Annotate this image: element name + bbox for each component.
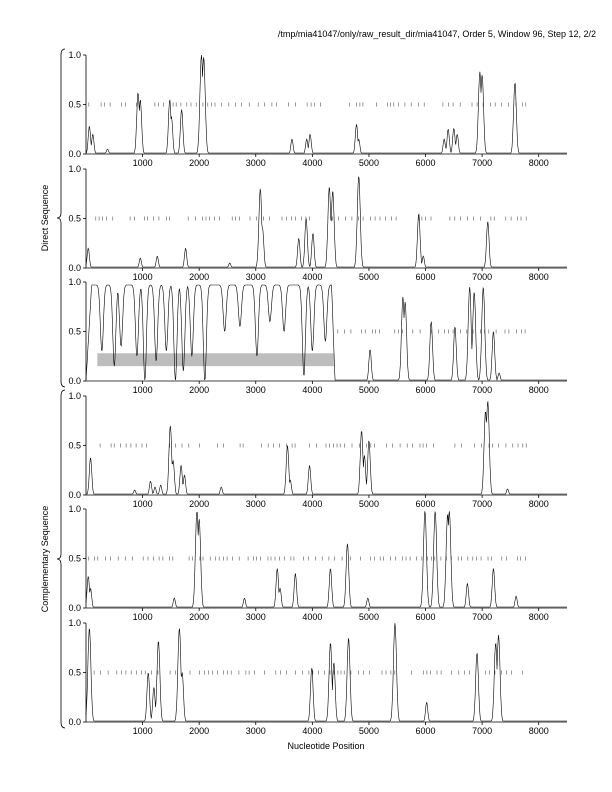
panel-5: 0.0 0.5 1.0 1000 2000 3000 4000 5000 6000 7000 800… (68, 504, 567, 622)
group-label: Direct Sequence (40, 185, 50, 252)
panel-1: 0.0 0.5 1.0 1000 2000 3000 4000 5000 6000 7000 800… (68, 50, 567, 168)
x-tick-label: 3000 (246, 385, 266, 395)
series-line (85, 284, 567, 381)
series-line (85, 54, 567, 154)
threshold-tick-row (93, 670, 523, 675)
y-tick-label: 0.5 (68, 668, 81, 678)
x-tick-label: 4000 (302, 499, 322, 509)
x-tick-label: 7000 (472, 272, 492, 282)
x-tick-label: 5000 (359, 158, 379, 168)
x-tick-label: 3000 (246, 499, 266, 509)
x-tick-label: 6000 (416, 385, 436, 395)
series-line (86, 401, 567, 495)
threshold-tick-row (99, 443, 527, 448)
x-tick-label: 6000 (416, 499, 436, 509)
y-tick-label: 0.0 (68, 603, 81, 613)
group-label: Complementary Sequence (40, 506, 50, 613)
x-tick-label: 7000 (472, 612, 492, 622)
x-tick-label: 6000 (416, 726, 436, 736)
x-tick-label: 3000 (246, 158, 266, 168)
x-tick-label: 8000 (529, 158, 549, 168)
y-tick-label: 0.5 (68, 214, 81, 224)
x-tick-label: 6000 (416, 158, 436, 168)
x-tick-label: 2000 (189, 499, 209, 509)
x-tick-label: 7000 (472, 499, 492, 509)
panel-4: 0.0 0.5 1.0 1000 2000 3000 4000 5000 6000 7000 800… (68, 391, 567, 509)
threshold-tick-row (88, 102, 527, 107)
y-tick-label: 1.0 (68, 618, 81, 628)
y-tick-label: 0.0 (68, 149, 81, 159)
x-tick-label: 1000 (133, 726, 153, 736)
y-tick-label: 1.0 (68, 164, 81, 174)
y-tick-label: 1.0 (68, 391, 81, 401)
y-tick-label: 1.0 (68, 277, 81, 287)
x-tick-label: 6000 (416, 612, 436, 622)
x-tick-label: 4000 (302, 158, 322, 168)
x-tick-label: 1000 (133, 272, 153, 282)
x-tick-label: 1000 (133, 499, 153, 509)
x-tick-label: 8000 (529, 272, 549, 282)
x-tick-label: 7000 (472, 726, 492, 736)
x-tick-label: 5000 (359, 726, 379, 736)
x-tick-label: 2000 (189, 272, 209, 282)
x-tick-label: 7000 (472, 158, 492, 168)
y-tick-label: 0.0 (68, 717, 81, 727)
x-tick-label: 5000 (359, 272, 379, 282)
x-tick-label: 1000 (133, 158, 153, 168)
series-line (85, 176, 567, 268)
x-tick-label: 5000 (359, 499, 379, 509)
threshold-tick-row (337, 329, 526, 334)
page-header: /tmp/mia41047/only/raw_result_dir/mia410… (278, 29, 596, 39)
x-tick-label: 5000 (359, 385, 379, 395)
highlight-band (97, 353, 334, 367)
x-tick-label: 3000 (246, 726, 266, 736)
x-tick-label: 5000 (359, 612, 379, 622)
group-bracket (56, 389, 66, 729)
y-tick-label: 0.5 (68, 554, 81, 564)
y-tick-label: 1.0 (68, 50, 81, 60)
x-tick-label: 1000 (133, 612, 153, 622)
y-tick-label: 0.0 (68, 376, 81, 386)
x-tick-label: 8000 (529, 385, 549, 395)
x-tick-label: 8000 (529, 612, 549, 622)
x-tick-label: 7000 (472, 385, 492, 395)
panels: 0.0 0.5 1.0 1000 2000 3000 4000 5000 6000 7000 800… (68, 50, 567, 736)
y-tick-label: 0.0 (68, 263, 81, 273)
x-tick-label: 8000 (529, 726, 549, 736)
y-tick-label: 0.5 (68, 441, 81, 451)
y-tick-label: 0.5 (68, 327, 81, 337)
y-tick-label: 0.5 (68, 100, 81, 110)
series-line (85, 511, 567, 608)
x-tick-label: 2000 (189, 612, 209, 622)
x-tick-label: 4000 (302, 385, 322, 395)
threshold-tick-row (88, 556, 526, 561)
x-tick-label: 8000 (529, 499, 549, 509)
x-tick-label: 4000 (302, 272, 322, 282)
series-line (85, 623, 567, 722)
panel-2: 0.0 0.5 1.0 1000 2000 3000 4000 5000 6000 7000 800… (68, 164, 567, 282)
panel-6: 0.0 0.5 1.0 1000 2000 3000 4000 5000 6000 7000 800… (68, 618, 567, 736)
group-labels: Direct Sequence Complementary Sequence (40, 48, 66, 729)
x-tick-label: 4000 (302, 726, 322, 736)
x-tick-label: 4000 (302, 612, 322, 622)
y-tick-label: 0.0 (68, 490, 81, 500)
threshold-tick-row (95, 216, 527, 221)
x-tick-label: 6000 (416, 272, 436, 282)
panel-3: 0.0 0.5 1.0 1000 2000 3000 4000 5000 6000 7000 800… (68, 277, 567, 395)
group-bracket (56, 48, 66, 388)
x-axis-title: Nucleotide Position (287, 741, 364, 751)
x-tick-label: 2000 (189, 158, 209, 168)
x-tick-label: 3000 (246, 612, 266, 622)
x-tick-label: 2000 (189, 726, 209, 736)
y-tick-label: 1.0 (68, 504, 81, 514)
x-tick-label: 1000 (133, 385, 153, 395)
x-tick-label: 2000 (189, 385, 209, 395)
x-tick-label: 3000 (246, 272, 266, 282)
